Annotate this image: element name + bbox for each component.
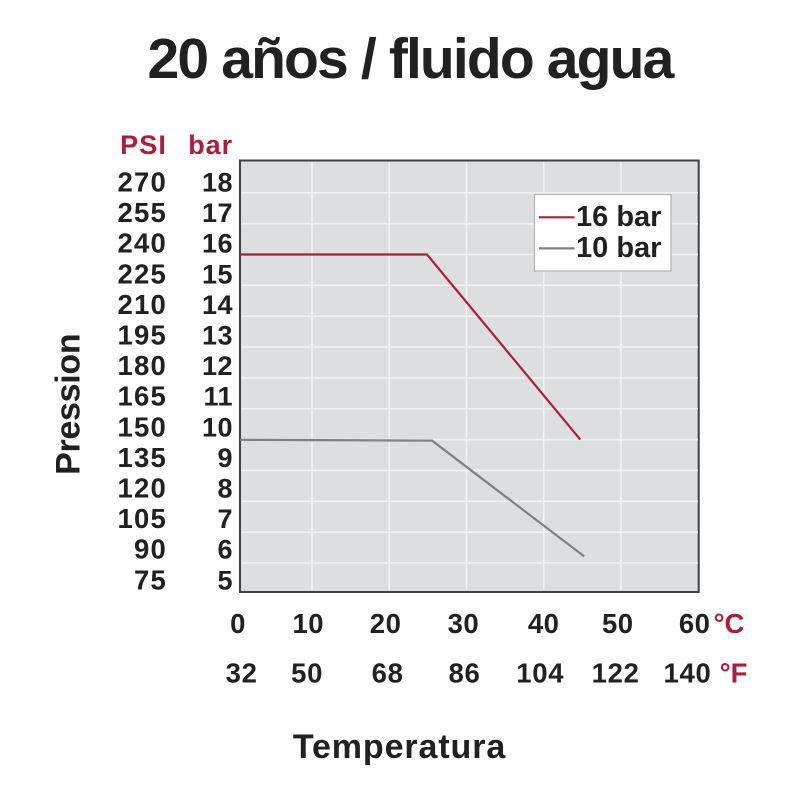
svg-text:5: 5 xyxy=(217,565,233,595)
svg-text:68: 68 xyxy=(372,658,404,689)
svg-text:0: 0 xyxy=(230,608,246,639)
svg-text:165: 165 xyxy=(118,381,167,412)
svg-text:13: 13 xyxy=(202,321,233,351)
svg-text:122: 122 xyxy=(592,658,640,689)
svg-text:30: 30 xyxy=(448,608,480,639)
svg-text:6: 6 xyxy=(217,535,233,565)
svg-text:270: 270 xyxy=(118,167,167,198)
svg-text:140: 140 xyxy=(664,658,712,689)
svg-text:18: 18 xyxy=(202,168,233,198)
svg-text:104: 104 xyxy=(516,658,564,689)
svg-text:40: 40 xyxy=(528,608,560,639)
svg-text:bar: bar xyxy=(188,130,233,160)
svg-text:15: 15 xyxy=(202,259,233,289)
svg-text:255: 255 xyxy=(118,197,167,228)
svg-text:°F: °F xyxy=(720,658,748,689)
svg-text:32: 32 xyxy=(226,658,258,689)
svg-text:60: 60 xyxy=(679,608,711,639)
svg-text:210: 210 xyxy=(118,289,167,320)
svg-text:°C: °C xyxy=(714,608,745,639)
svg-text:12: 12 xyxy=(202,351,233,381)
svg-text:75: 75 xyxy=(134,564,167,595)
svg-text:225: 225 xyxy=(118,258,167,289)
svg-text:20 años / fluido agua: 20 años / fluido agua xyxy=(148,27,676,91)
svg-text:86: 86 xyxy=(449,658,481,689)
svg-text:180: 180 xyxy=(118,350,167,381)
svg-text:150: 150 xyxy=(118,411,167,442)
svg-text:20: 20 xyxy=(370,608,402,639)
svg-text:120: 120 xyxy=(118,473,167,504)
svg-text:17: 17 xyxy=(202,198,233,228)
svg-text:10: 10 xyxy=(202,412,233,442)
svg-text:10: 10 xyxy=(293,608,325,639)
svg-text:PSI: PSI xyxy=(120,130,167,160)
svg-text:240: 240 xyxy=(118,228,167,259)
svg-text:50: 50 xyxy=(602,608,634,639)
svg-text:Pression: Pression xyxy=(50,334,88,475)
svg-text:50: 50 xyxy=(291,658,323,689)
svg-text:195: 195 xyxy=(118,320,167,351)
svg-text:8: 8 xyxy=(217,474,233,504)
svg-text:10 bar: 10 bar xyxy=(576,232,661,264)
svg-text:Temperatura: Temperatura xyxy=(293,728,507,766)
svg-text:105: 105 xyxy=(118,503,167,534)
svg-text:135: 135 xyxy=(118,442,167,473)
svg-text:16: 16 xyxy=(202,229,233,259)
svg-text:7: 7 xyxy=(217,504,233,534)
svg-text:16 bar: 16 bar xyxy=(576,201,661,233)
svg-text:11: 11 xyxy=(203,382,233,412)
svg-text:14: 14 xyxy=(202,290,233,320)
svg-text:9: 9 xyxy=(217,443,233,473)
svg-text:90: 90 xyxy=(134,534,167,565)
